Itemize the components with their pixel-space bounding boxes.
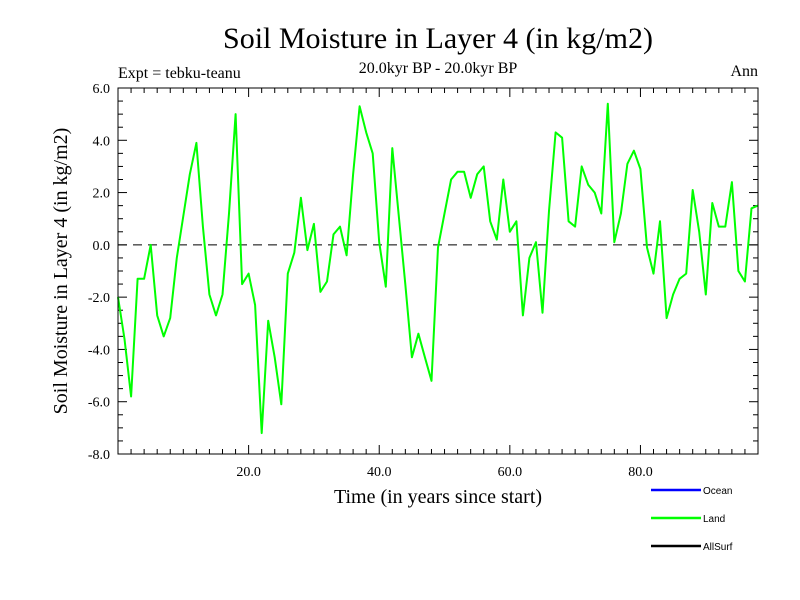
legend-label-ocean: Ocean <box>703 486 732 497</box>
y-tick-label: 0.0 <box>93 239 111 254</box>
chart-subtitle: 20.0kyr BP - 20.0kyr BP <box>359 60 518 77</box>
y-axis-label: Soil Moisture in Layer 4 (in kg/m2) <box>50 128 72 415</box>
legend-label-land: Land <box>703 514 725 525</box>
y-tick-label: 4.0 <box>93 134 111 149</box>
legend-label-allsurf: AllSurf <box>703 542 733 553</box>
y-tick-label: 6.0 <box>93 82 111 97</box>
axes: -8.0 -6.0 -4.0 -2.0 0.0 2.0 4.0 6.0 20.0 40.0 60.0… <box>88 82 758 480</box>
y-tick-label: -6.0 <box>88 396 110 411</box>
experiment-label: Expt = tebku-teanu <box>118 65 241 82</box>
y-tick-label: -8.0 <box>88 448 110 463</box>
legend: Ocean Land AllSurf <box>651 486 733 553</box>
plot-frame <box>117 87 759 455</box>
y-tick-label: -2.0 <box>88 291 110 306</box>
x-tick-label: 20.0 <box>236 465 261 480</box>
x-tick-label: 40.0 <box>367 465 392 480</box>
y-tick-label: -4.0 <box>88 343 110 358</box>
season-label: Ann <box>730 63 758 80</box>
y-tick-label: 2.0 <box>93 187 111 202</box>
x-tick-label: 80.0 <box>628 465 653 480</box>
x-tick-label: 60.0 <box>498 465 523 480</box>
chart-title: Soil Moisture in Layer 4 (in kg/m2) <box>223 22 653 55</box>
series-layer <box>117 102 759 435</box>
series-line-land <box>117 102 759 435</box>
x-axis-label: Time (in years since start) <box>334 486 542 508</box>
